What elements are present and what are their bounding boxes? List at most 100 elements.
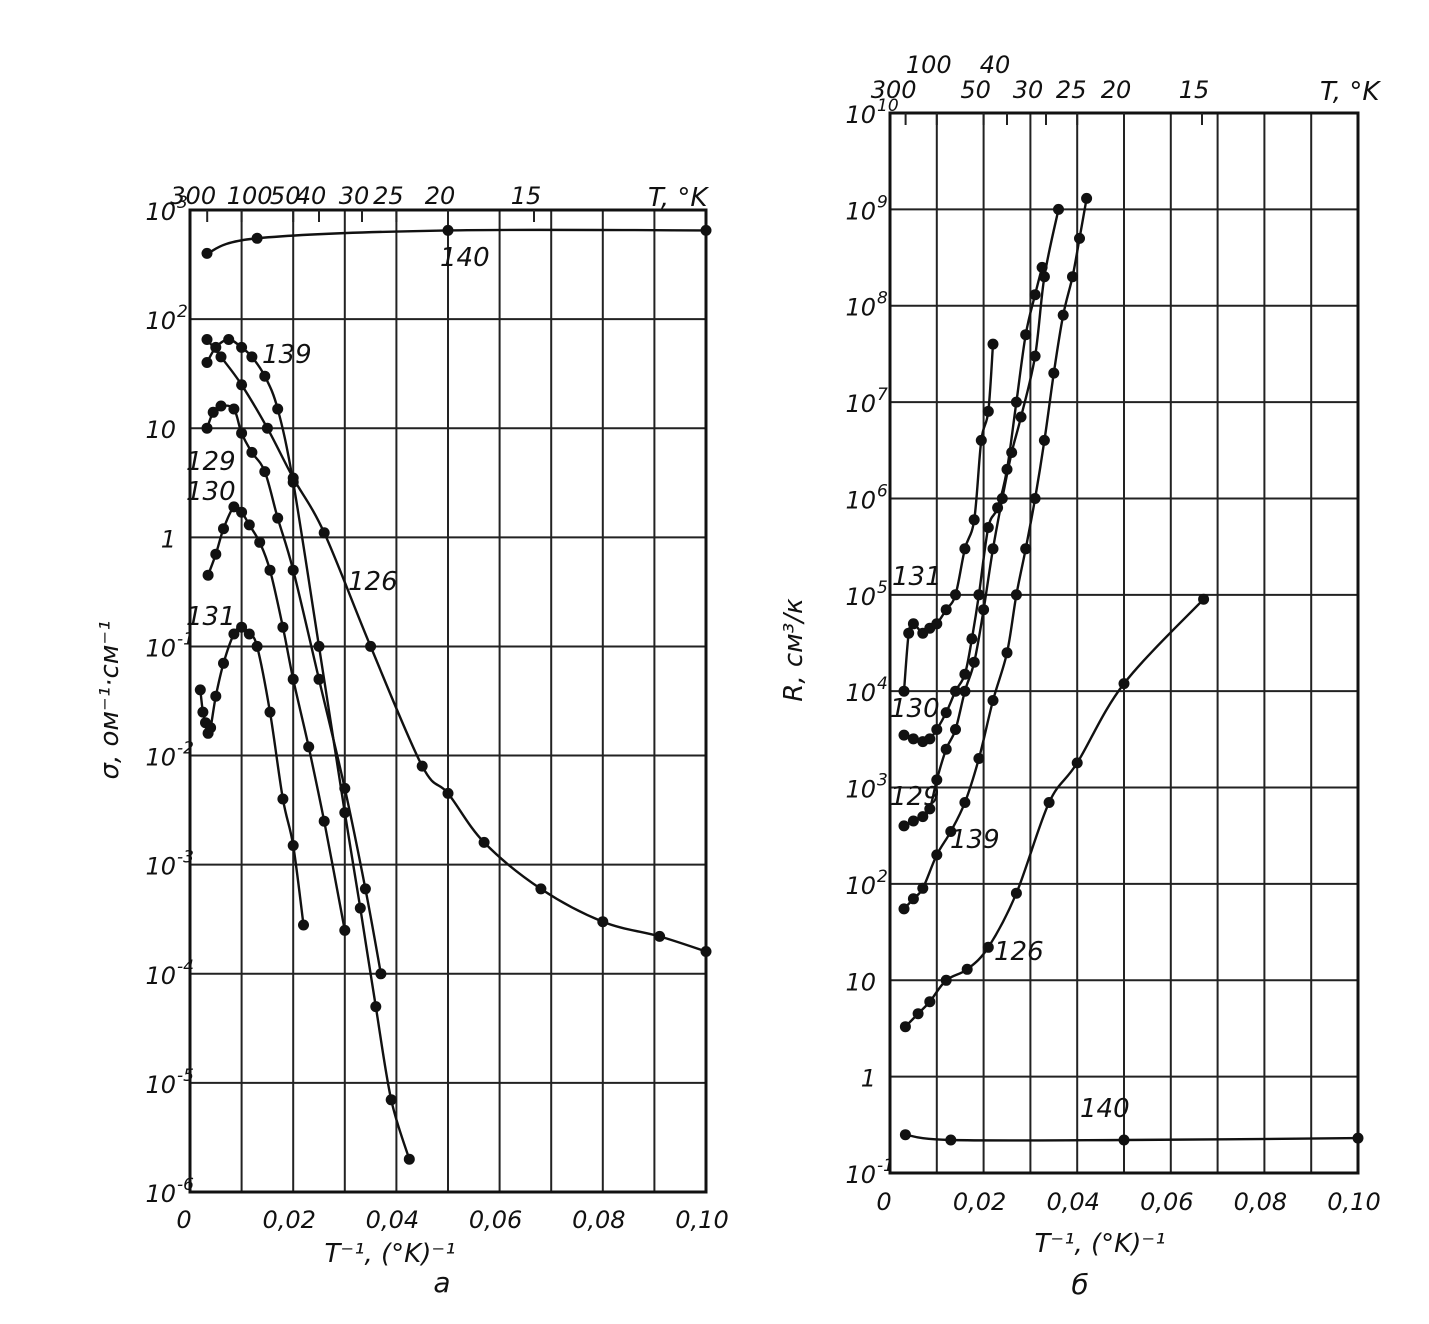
data-point: [264, 706, 276, 718]
data-point: [442, 787, 454, 799]
data-point: [313, 673, 325, 685]
y-tick-label: 10: [845, 776, 876, 804]
data-point: [992, 502, 1004, 514]
data-point: [1074, 232, 1085, 244]
y-tick-exponent: -4: [177, 957, 194, 977]
data-point: [975, 434, 987, 446]
top-tick-label: 15: [1179, 76, 1210, 104]
series-126: 126: [201, 334, 712, 957]
data-point: [365, 640, 377, 652]
data-point: [478, 836, 490, 848]
series-139: 139: [898, 192, 1093, 915]
y-tick-label: 10: [845, 872, 876, 900]
x-tick-label: 0,10: [675, 1206, 728, 1234]
data-point: [1067, 271, 1078, 283]
data-point: [987, 695, 999, 706]
data-point: [945, 1134, 957, 1146]
data-point: [978, 604, 990, 616]
data-point: [202, 569, 214, 581]
data-point: [370, 1001, 382, 1013]
data-point: [194, 684, 206, 696]
data-point: [201, 422, 213, 434]
data-point: [261, 422, 273, 434]
y-tick-label: 1: [161, 525, 176, 553]
y-tick-label: 10: [845, 390, 876, 418]
data-point: [259, 466, 271, 478]
data-point: [375, 968, 387, 980]
data-point: [287, 472, 299, 484]
data-point: [236, 341, 248, 353]
data-point: [1020, 329, 1032, 341]
data-point: [1010, 396, 1022, 408]
data-point: [1071, 757, 1083, 769]
data-point: [982, 941, 994, 953]
data-point: [1001, 463, 1013, 475]
data-point: [236, 506, 248, 518]
data-point: [236, 427, 248, 439]
top-tick-label: 25: [1056, 76, 1087, 104]
data-point: [982, 522, 994, 533]
data-point: [442, 224, 454, 236]
data-point: [254, 536, 266, 548]
series-131: 131: [892, 338, 999, 697]
y-tick-exponent: -5: [177, 1066, 194, 1086]
y-tick-label: 10: [845, 1161, 876, 1189]
top-tick-label: 100: [906, 51, 952, 79]
data-point: [968, 514, 980, 526]
x-tick-label: 0,02: [262, 1206, 315, 1234]
data-point: [236, 621, 248, 633]
panel-label: а: [433, 1266, 450, 1299]
data-point: [959, 668, 971, 680]
y-tick-exponent: 9: [877, 192, 888, 212]
data-point: [287, 840, 299, 851]
data-point: [1352, 1132, 1364, 1144]
y-tick-label: 10: [145, 416, 176, 444]
data-point: [201, 247, 213, 259]
series-label: 140: [440, 243, 490, 273]
series-line-140: [904, 1133, 1360, 1142]
data-point: [246, 446, 258, 458]
data-point: [339, 782, 351, 794]
series-label: 126: [348, 567, 398, 597]
data-point: [205, 722, 217, 734]
x-tick-label: 0,02: [953, 1188, 1006, 1216]
top-axis-label: T, °K: [648, 183, 709, 213]
x-tick-label: 0,10: [1327, 1188, 1380, 1216]
data-point: [987, 543, 999, 555]
data-point: [210, 690, 222, 702]
data-point: [959, 685, 971, 697]
data-point: [907, 815, 919, 827]
series-126: 126: [899, 593, 1210, 1033]
data-point: [924, 996, 936, 1008]
data-point: [1043, 797, 1055, 808]
data-point: [197, 706, 209, 718]
data-point: [1198, 593, 1210, 605]
data-point: [1001, 647, 1013, 659]
data-point: [899, 1129, 911, 1141]
series-label: 129: [186, 447, 236, 477]
data-point: [940, 743, 952, 755]
data-point: [1053, 203, 1064, 215]
data-point: [251, 640, 263, 652]
data-point: [313, 640, 325, 652]
y-tick-exponent: 6: [877, 481, 888, 501]
data-point: [318, 527, 330, 539]
data-point: [272, 512, 284, 524]
data-point: [264, 564, 276, 576]
series-line-126: [904, 598, 1205, 1028]
data-point: [1029, 289, 1041, 301]
data-point: [940, 604, 952, 616]
data-point: [912, 1008, 924, 1020]
data-point: [924, 803, 936, 815]
y-tick-label: 10: [145, 634, 176, 662]
data-point: [700, 946, 712, 957]
series-label: 126: [994, 937, 1044, 967]
y-tick-exponent: -2: [177, 739, 194, 759]
series-label: 130: [890, 694, 940, 724]
data-point: [903, 627, 915, 639]
y-tick-label: 10: [845, 101, 876, 129]
data-point: [416, 760, 428, 772]
series-label: 139: [262, 340, 312, 370]
